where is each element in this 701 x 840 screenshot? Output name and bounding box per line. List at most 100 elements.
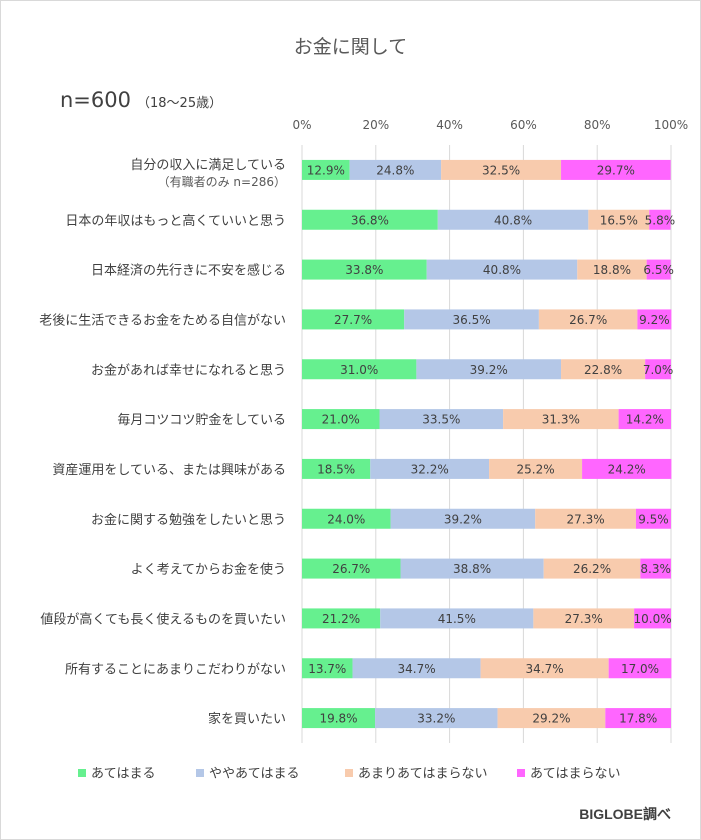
data-label: 14.2% — [626, 413, 664, 427]
bar-segment — [302, 708, 376, 729]
bar-segment — [379, 409, 504, 430]
bar-segment — [535, 508, 636, 529]
data-label: 18.5% — [317, 462, 355, 476]
data-label: 40.8% — [494, 213, 532, 227]
data-label: 40.8% — [483, 263, 521, 277]
bar-segment — [503, 409, 619, 430]
bar-segment — [561, 159, 671, 180]
bar-segment — [640, 558, 671, 579]
bar-segment — [645, 359, 671, 380]
bar-segment — [370, 458, 490, 479]
bar-segment — [302, 508, 391, 529]
bar-segment — [533, 608, 635, 629]
legend-swatch — [78, 769, 86, 777]
bar-segment — [635, 508, 671, 529]
data-label: 27.3% — [567, 512, 605, 526]
data-label: 29.2% — [532, 712, 570, 726]
bar-segment — [302, 309, 405, 330]
bar-segment — [582, 458, 672, 479]
data-label: 17.0% — [621, 662, 659, 676]
data-label: 36.8% — [351, 213, 389, 227]
data-label: 33.5% — [422, 413, 460, 427]
data-label: 32.5% — [482, 163, 520, 177]
x-tick-label: 0% — [292, 118, 311, 132]
bar-segment — [538, 309, 638, 330]
legend-swatch — [345, 769, 353, 777]
data-label: 41.5% — [438, 612, 476, 626]
data-label: 27.7% — [334, 313, 372, 327]
bar-segment — [380, 608, 534, 629]
legend-label: あまりあてはまらない — [358, 767, 487, 782]
category-label: よく考えてからお金を使う — [131, 562, 286, 578]
data-label: 24.2% — [608, 462, 646, 476]
category-label: お金に関する勉強をしたいと思う — [91, 512, 286, 528]
category-note: （有職者のみ n=286） — [158, 175, 286, 189]
data-label: 24.0% — [327, 512, 365, 526]
category-label: 日本の年収はもっと高くていいと思う — [65, 213, 286, 229]
data-label: 21.2% — [322, 612, 360, 626]
x-tick-label: 40% — [436, 118, 463, 132]
bar-segment — [302, 159, 350, 180]
bar-segment — [404, 309, 539, 330]
data-label: 29.7% — [597, 163, 635, 177]
category-label: 自分の収入に満足している — [130, 158, 286, 173]
data-label: 26.7% — [332, 562, 370, 576]
data-label: 16.5% — [600, 213, 638, 227]
data-label: 33.2% — [417, 712, 455, 726]
data-label: 13.7% — [308, 662, 346, 676]
data-label: 36.5% — [452, 313, 490, 327]
x-tick-label: 60% — [510, 118, 537, 132]
data-label: 9.5% — [638, 512, 669, 526]
chart-title: お金に関して — [293, 36, 408, 58]
legend-label: あてはまらない — [530, 767, 620, 782]
data-label: 39.2% — [470, 363, 508, 377]
category-label: 毎月コツコツ貯金をしている — [117, 412, 286, 428]
bar-segment — [489, 458, 583, 479]
bar-segment — [302, 458, 371, 479]
data-label: 9.2% — [639, 313, 670, 327]
legend-label: ややあてはまる — [209, 767, 299, 782]
bar-segment — [634, 608, 671, 629]
data-label: 5.8% — [645, 213, 676, 227]
bar-segment — [302, 558, 401, 579]
category-label: 日本経済の先行きに不安を感じる — [91, 263, 286, 279]
data-label: 31.3% — [542, 413, 580, 427]
bar-segment — [302, 259, 427, 280]
sample-size-label: n=600 （18～25歳） — [60, 88, 222, 112]
data-label: 39.2% — [444, 512, 482, 526]
data-label: 34.7% — [398, 662, 436, 676]
bar-segment — [437, 209, 589, 230]
data-label: 31.0% — [340, 363, 378, 377]
data-label: 22.8% — [584, 363, 622, 377]
bar-segment — [608, 658, 672, 679]
sample-age-range: （18～25歳） — [137, 96, 223, 111]
x-tick-label: 20% — [362, 118, 389, 132]
category-label: 値段が高くても長く使えるものを買いたい — [40, 611, 286, 627]
category-label: 老後に生活できるお金をためる自信がない — [39, 312, 286, 328]
bar-segment — [441, 159, 562, 180]
data-label: 27.3% — [565, 612, 603, 626]
data-label: 34.7% — [526, 662, 564, 676]
source-credit: BIGLOBE調べ — [579, 806, 671, 822]
category-label: 家を買いたい — [208, 711, 286, 727]
bar-segment — [349, 159, 442, 180]
legend-swatch — [517, 769, 525, 777]
data-label: 38.8% — [453, 562, 491, 576]
x-tick-label: 100% — [654, 118, 688, 132]
bar-segment — [416, 359, 562, 380]
data-label: 8.3% — [640, 562, 671, 576]
bar-segment — [577, 259, 647, 280]
data-label: 24.8% — [376, 163, 414, 177]
bar-segment — [649, 209, 671, 230]
data-label: 17.8% — [619, 712, 657, 726]
legend-label: あてはまる — [91, 767, 155, 782]
bar-segment — [480, 658, 609, 679]
bar-segment — [543, 558, 641, 579]
bar-segment — [302, 409, 380, 430]
bar-segment — [426, 259, 578, 280]
bar-segment — [302, 359, 417, 380]
data-label: 33.8% — [345, 263, 383, 277]
data-label: 7.0% — [643, 363, 674, 377]
data-label: 10.0% — [633, 612, 671, 626]
bar-segment — [637, 309, 672, 330]
